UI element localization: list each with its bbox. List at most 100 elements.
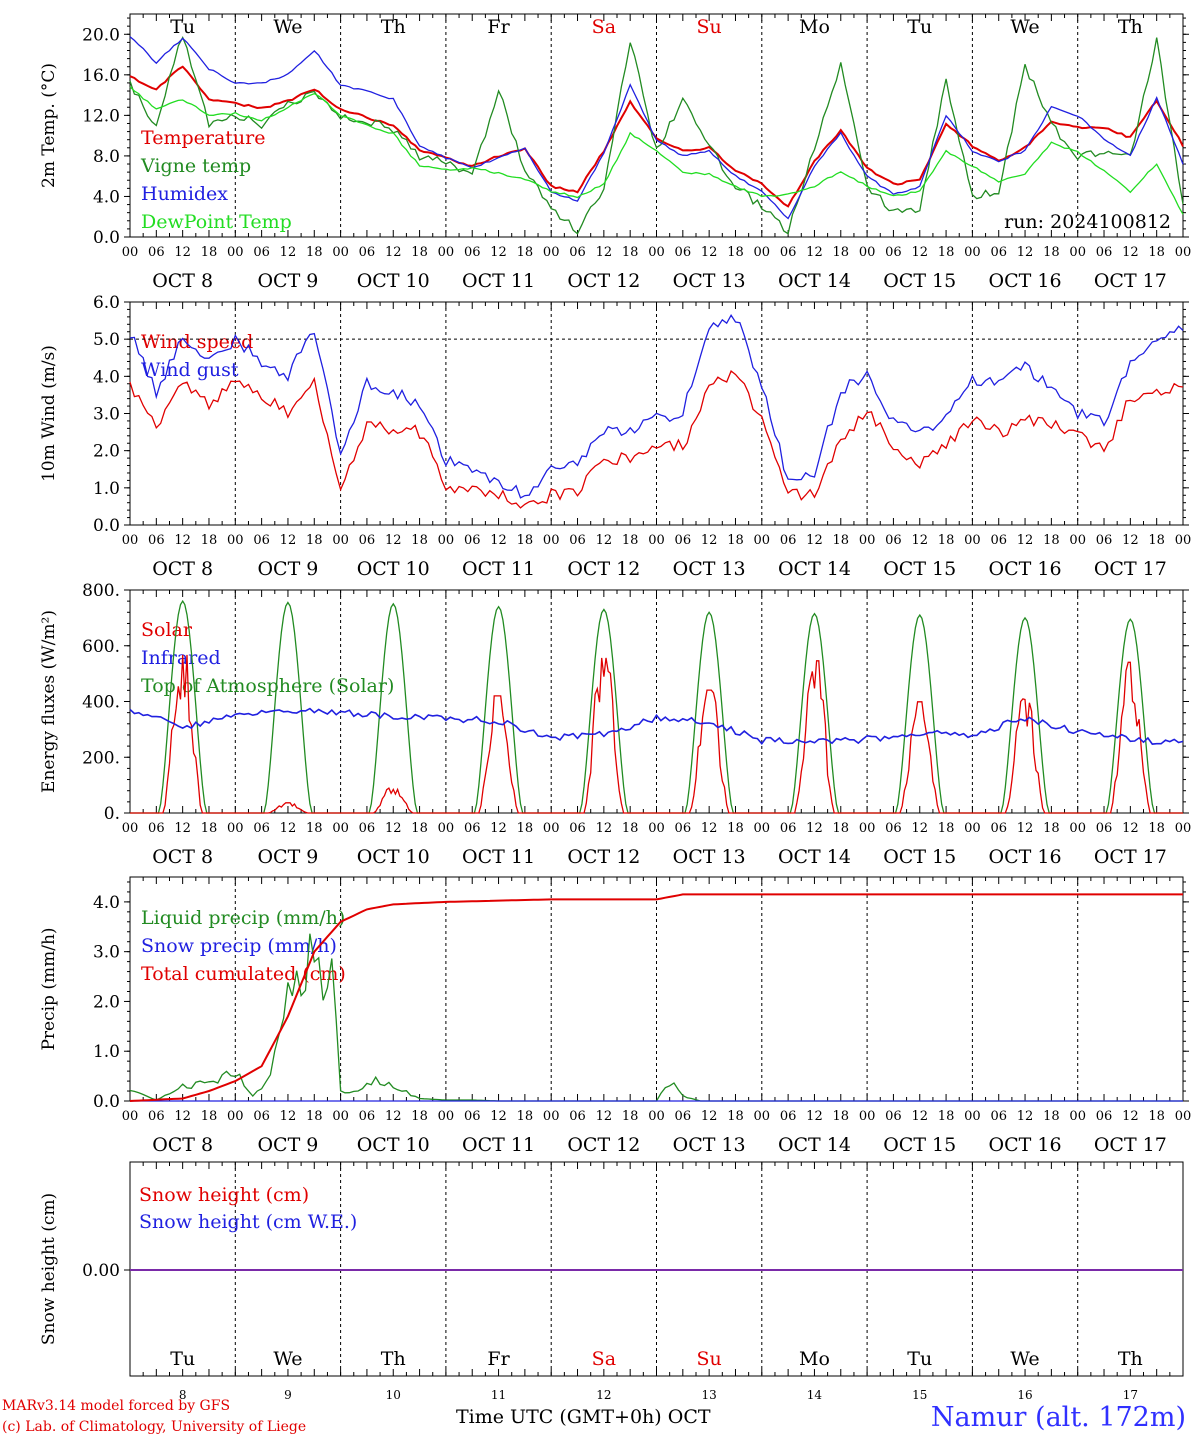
hour-label: 18: [833, 821, 850, 836]
date-label: OCT 8: [152, 270, 213, 292]
hour-label: 12: [1017, 245, 1034, 260]
day-number-4: 11: [491, 1388, 506, 1402]
hour-label: 06: [253, 821, 270, 836]
legend-4-3: Total cumulated (cm): [141, 963, 346, 985]
hour-label: 00: [648, 245, 665, 260]
hour-label: 06: [569, 245, 586, 260]
y-tick-label: 800.: [82, 581, 120, 601]
credit-line-1: MARv3.14 model forced by GFS: [2, 1398, 231, 1414]
hour-label: 06: [359, 245, 376, 260]
hour-label: 06: [253, 245, 270, 260]
weekday-top-8: Tu: [907, 16, 932, 38]
weekday-top-1: Tu: [170, 16, 195, 38]
hour-label: 00: [648, 821, 665, 836]
hour-label: 00: [332, 1109, 349, 1124]
hour-label: 12: [280, 245, 297, 260]
hour-label: 06: [675, 1109, 692, 1124]
hour-label: 00: [227, 821, 244, 836]
station-name: Namur (alt. 172m): [930, 1402, 1186, 1433]
legend-3-1: Solar: [141, 619, 193, 641]
y-tick-label: 0.0: [93, 1092, 120, 1112]
hour-label: 18: [833, 533, 850, 548]
hour-label: 12: [806, 821, 823, 836]
weekday-top-3: Th: [381, 16, 406, 38]
weekday-top-9: We: [1010, 16, 1039, 38]
hour-label: 00: [859, 1109, 876, 1124]
date-label: OCT 11: [462, 270, 535, 292]
hour-label: 12: [1017, 1109, 1034, 1124]
hour-label: 00: [1069, 533, 1086, 548]
day-number-1: 8: [179, 1388, 187, 1402]
series-1-temperature: [129, 65, 1184, 208]
hour-label: 06: [780, 1109, 797, 1124]
hour-label: 12: [280, 821, 297, 836]
date-label: OCT 17: [1094, 1134, 1167, 1156]
hour-label: 18: [517, 245, 534, 260]
legend-2-2: Wind gust: [141, 359, 239, 381]
hour-label: 18: [306, 821, 323, 836]
day-number-7: 14: [807, 1388, 823, 1402]
legend-4-1: Liquid precip (mm/h): [141, 907, 345, 929]
hour-label: 12: [701, 1109, 718, 1124]
hour-label: 18: [622, 245, 639, 260]
day-number-6: 13: [702, 1388, 717, 1402]
panel-1-frame: [129, 13, 1184, 238]
series-3-solar: [130, 654, 1183, 814]
hour-label: 06: [780, 533, 797, 548]
hour-label: 18: [306, 1109, 323, 1124]
y-tick-label: 4.0: [93, 893, 120, 913]
hour-label: 18: [833, 1109, 850, 1124]
y-tick-label: 1.0: [93, 479, 120, 499]
weekday-top-6: Su: [697, 16, 722, 38]
hour-label: 06: [780, 245, 797, 260]
date-label: OCT 13: [673, 846, 746, 868]
date-label: OCT 11: [462, 1134, 535, 1156]
hour-label: 00: [543, 1109, 560, 1124]
day-number-2: 9: [284, 1388, 292, 1402]
date-label: OCT 17: [1094, 846, 1167, 868]
hour-label: 12: [385, 821, 402, 836]
hour-label: 18: [517, 1109, 534, 1124]
y-tick-label: 3.0: [93, 943, 120, 963]
hour-label: 06: [148, 1109, 165, 1124]
weekday-bottom-5: Sa: [592, 1348, 616, 1370]
hour-label: 18: [411, 1109, 428, 1124]
hour-label: 00: [859, 821, 876, 836]
weekday-top-10: Th: [1118, 16, 1143, 38]
hour-label: 00: [543, 533, 560, 548]
hour-label: 06: [569, 821, 586, 836]
hour-label: 00: [1175, 1109, 1192, 1124]
hour-label: 12: [806, 245, 823, 260]
legend-3-3: Top of Atmosphere (Solar): [141, 675, 394, 697]
date-label: OCT 14: [778, 846, 851, 868]
y-tick-label: 4.0: [93, 187, 120, 207]
hour-label: 12: [174, 1109, 191, 1124]
date-label: OCT 14: [778, 558, 851, 580]
legend-1-1: Temperature: [141, 127, 265, 149]
hour-label: 12: [174, 533, 191, 548]
y-tick-label: 0.0: [93, 228, 120, 248]
date-label: OCT 17: [1094, 270, 1167, 292]
series-4-total-cumulated-cm-: [129, 893, 1183, 1102]
hour-label: 00: [964, 1109, 981, 1124]
hour-label: 12: [596, 1109, 613, 1124]
date-label: OCT 8: [152, 846, 213, 868]
hour-label: 00: [859, 245, 876, 260]
date-label: OCT 12: [567, 558, 640, 580]
hour-label: 06: [990, 533, 1007, 548]
date-label: OCT 9: [257, 846, 318, 868]
hour-label: 06: [990, 1109, 1007, 1124]
hour-label: 12: [280, 1109, 297, 1124]
hour-label: 06: [675, 533, 692, 548]
hour-label: 00: [438, 245, 455, 260]
y-tick-label: 2.0: [93, 442, 120, 462]
hour-label: 12: [490, 1109, 507, 1124]
hour-label: 00: [964, 533, 981, 548]
hour-label: 00: [1069, 245, 1086, 260]
hour-label: 06: [464, 821, 481, 836]
hour-label: 06: [1096, 245, 1113, 260]
hour-label: 06: [464, 533, 481, 548]
date-label: OCT 16: [989, 558, 1062, 580]
hour-label: 18: [517, 533, 534, 548]
hour-label: 00: [859, 533, 876, 548]
